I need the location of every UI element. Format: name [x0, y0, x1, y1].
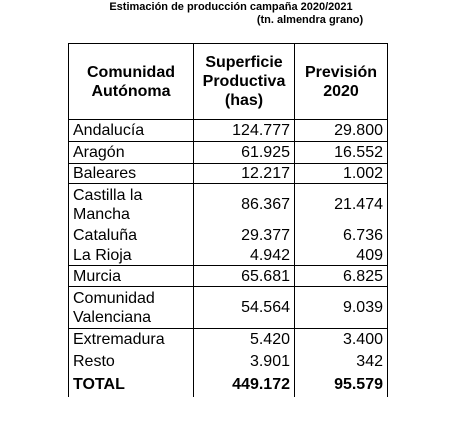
value-cell: 9.039 [294, 286, 388, 329]
value-cell: 6.736 [294, 225, 388, 246]
table-row: Aragón 61.925 16.552 [68, 141, 388, 164]
header-row: Comunidad Autónoma Superficie Productiva… [68, 43, 388, 120]
production-table: Comunidad Autónoma Superficie Productiva… [68, 43, 388, 397]
table-row: Castilla la Mancha 86.367 21.474 [68, 183, 388, 226]
value-cell: 61.925 [193, 141, 295, 164]
value-cell: 409 [294, 245, 388, 266]
value-cell: 6.825 [294, 265, 388, 287]
value-cell: 4.942 [193, 245, 295, 266]
region-cell: Murcia [68, 265, 194, 287]
value-cell: 124.777 [193, 119, 295, 142]
value-cell: 54.564 [193, 286, 295, 329]
table-row: La Rioja 4.942 409 [68, 245, 388, 266]
value-cell: 342 [294, 350, 388, 373]
value-cell: 3.901 [193, 350, 295, 373]
value-cell: 65.681 [193, 265, 295, 287]
column-header: Previsión 2020 [294, 43, 388, 120]
column-header: Superficie Productiva (has) [193, 43, 295, 120]
region-cell: Cataluña [68, 225, 194, 246]
value-cell: 12.217 [193, 163, 295, 184]
region-cell: Aragón [68, 141, 194, 164]
table-row: Comunidad Valenciana 54.564 9.039 [68, 286, 388, 329]
region-cell: Resto [68, 350, 194, 373]
table-row: Murcia 65.681 6.825 [68, 265, 388, 287]
value-cell: 21.474 [294, 183, 388, 226]
region-cell: Baleares [68, 163, 194, 184]
table-row: Cataluña 29.377 6.736 [68, 225, 388, 246]
table-row: Baleares 12.217 1.002 [68, 163, 388, 184]
value-cell: 1.002 [294, 163, 388, 184]
region-cell: Andalucía [68, 119, 194, 142]
region-cell: TOTAL [68, 372, 194, 397]
table-body: Andalucía 124.777 29.800 Aragón 61.925 16.552… [68, 119, 388, 397]
value-cell: 86.367 [193, 183, 295, 226]
value-cell: 95.579 [294, 372, 388, 397]
table-row: Resto 3.901 342 [68, 350, 388, 373]
table-row: Extremadura 5.420 3.400 [68, 328, 388, 351]
value-cell: 5.420 [193, 328, 295, 351]
title: Estimación de producción campaña 2020/20… [109, 1, 353, 13]
subtitle: (tn. almendra grano) [256, 14, 364, 26]
value-cell: 3.400 [294, 328, 388, 351]
table-row: Andalucía 124.777 29.800 [68, 119, 388, 142]
value-cell: 16.552 [294, 141, 388, 164]
region-cell: La Rioja [68, 245, 194, 266]
column-header: Comunidad Autónoma [68, 43, 194, 120]
value-cell: 29.377 [193, 225, 295, 246]
value-cell: 29.800 [294, 119, 388, 142]
region-cell: Extremadura [68, 328, 194, 351]
region-cell: Comunidad Valenciana [68, 286, 194, 329]
region-cell: Castilla la Mancha [68, 183, 194, 226]
value-cell: 449.172 [193, 372, 295, 397]
total-row: TOTAL 449.172 95.579 [68, 372, 388, 397]
